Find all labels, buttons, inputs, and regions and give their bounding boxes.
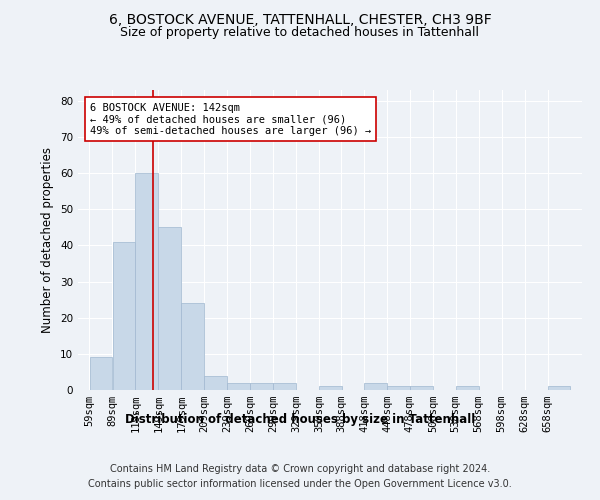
Text: Size of property relative to detached houses in Tattenhall: Size of property relative to detached ho…	[121, 26, 479, 39]
Bar	[205, 376, 227, 390]
Bar	[113, 242, 135, 390]
Text: Contains public sector information licensed under the Open Government Licence v3: Contains public sector information licen…	[88, 479, 512, 489]
Text: Contains HM Land Registry data © Crown copyright and database right 2024.: Contains HM Land Registry data © Crown c…	[110, 464, 490, 474]
Text: Distribution of detached houses by size in Tattenhall: Distribution of detached houses by size …	[125, 412, 475, 426]
Bar	[158, 228, 181, 390]
Bar	[319, 386, 342, 390]
Bar	[136, 173, 158, 390]
Text: 6, BOSTOCK AVENUE, TATTENHALL, CHESTER, CH3 9BF: 6, BOSTOCK AVENUE, TATTENHALL, CHESTER, …	[109, 12, 491, 26]
Y-axis label: Number of detached properties: Number of detached properties	[41, 147, 55, 333]
Bar	[456, 386, 479, 390]
Bar	[387, 386, 410, 390]
Bar	[227, 383, 250, 390]
Bar	[181, 304, 204, 390]
Bar	[548, 386, 571, 390]
Bar	[89, 358, 112, 390]
Bar	[410, 386, 433, 390]
Text: 6 BOSTOCK AVENUE: 142sqm
← 49% of detached houses are smaller (96)
49% of semi-d: 6 BOSTOCK AVENUE: 142sqm ← 49% of detach…	[90, 102, 371, 136]
Bar	[364, 383, 387, 390]
Bar	[273, 383, 296, 390]
Bar	[250, 383, 273, 390]
